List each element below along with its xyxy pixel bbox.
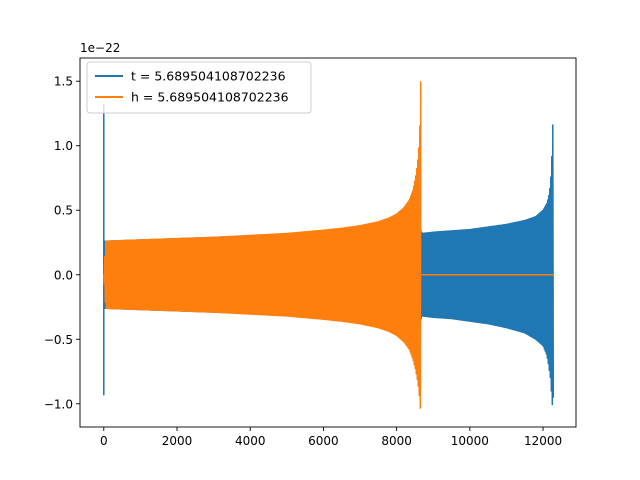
y-tick-label: 1.0 <box>54 139 73 153</box>
x-tick-label: 2000 <box>162 434 193 448</box>
series-line-h <box>103 81 422 409</box>
plot-frame <box>79 57 577 428</box>
legend-box <box>86 61 312 114</box>
y-axis-ticks: −1.0 −0.5 0.0 0.5 1.0 1.5 <box>44 75 80 411</box>
legend-label-h: h = 5.689504108702236 <box>131 90 289 105</box>
x-tick-label: 6000 <box>308 434 339 448</box>
legend: t = 5.689504108702236 h = 5.689504108702… <box>86 61 312 114</box>
x-axis-ticks: 0 2000 4000 6000 8000 10000 12000 <box>100 427 562 448</box>
x-tick-label: 0 <box>100 434 108 448</box>
y-tick-label: 1.5 <box>54 75 73 89</box>
series-layer <box>103 81 555 409</box>
axes-frame <box>79 57 577 428</box>
y-tick-label: 0.0 <box>54 268 73 282</box>
y-tick-label: −1.0 <box>44 397 73 411</box>
x-tick-label: 4000 <box>235 434 266 448</box>
y-axis-offset-label: 1e−22 <box>80 41 120 55</box>
y-tick-label: −0.5 <box>44 333 73 347</box>
x-tick-label: 8000 <box>381 434 412 448</box>
y-tick-label: 0.5 <box>54 204 73 218</box>
legend-label-t: t = 5.689504108702236 <box>131 69 286 84</box>
x-tick-label: 12000 <box>524 434 562 448</box>
x-tick-label: 10000 <box>451 434 489 448</box>
